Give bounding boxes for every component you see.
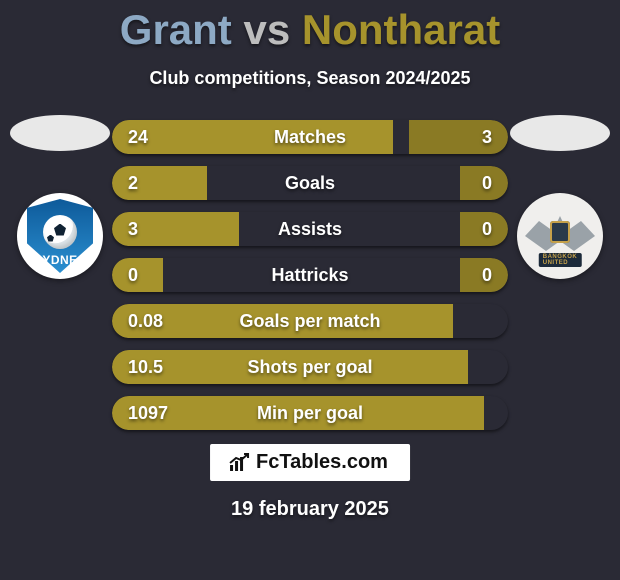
- stat-row: 243Matches: [112, 120, 508, 154]
- stat-label: Goals: [112, 166, 508, 200]
- stat-label: Goals per match: [112, 304, 508, 338]
- player2-club-badge: BANGKOK UNITED: [517, 193, 603, 279]
- stat-row: 30Assists: [112, 212, 508, 246]
- player2-column: BANGKOK UNITED: [510, 115, 610, 279]
- title-player2: Nontharat: [302, 6, 500, 53]
- title-vs: vs: [243, 6, 290, 53]
- sydney-fc-crest-icon: YDNE: [27, 199, 93, 273]
- stat-row: 0.08Goals per match: [112, 304, 508, 338]
- player1-club-badge: YDNE: [17, 193, 103, 279]
- stat-label: Matches: [112, 120, 508, 154]
- player1-column: YDNE: [10, 115, 110, 279]
- infographic-date: 19 february 2025: [0, 498, 620, 521]
- stat-label: Hattricks: [112, 258, 508, 292]
- subtitle: Club competitions, Season 2024/2025: [0, 68, 620, 89]
- stat-row: 10.5Shots per goal: [112, 350, 508, 384]
- stat-row: 20Goals: [112, 166, 508, 200]
- bangkok-united-crest-icon: BANGKOK UNITED: [525, 211, 595, 261]
- player2-photo-placeholder: [510, 115, 610, 151]
- page-title: Grant vs Nontharat: [0, 0, 620, 54]
- stat-row: 1097Min per goal: [112, 396, 508, 430]
- title-player1: Grant: [120, 6, 232, 53]
- brand-text: FcTables.com: [256, 451, 388, 474]
- sydney-fc-crest-text: YDNE: [27, 253, 93, 267]
- brand-badge: FcTables.com: [210, 444, 410, 481]
- stat-label: Min per goal: [112, 396, 508, 430]
- stat-label: Assists: [112, 212, 508, 246]
- player1-photo-placeholder: [10, 115, 110, 151]
- stat-row: 00Hattricks: [112, 258, 508, 292]
- stat-label: Shots per goal: [112, 350, 508, 384]
- brand-chart-icon: [228, 453, 250, 473]
- bangkok-united-crest-text: BANGKOK UNITED: [539, 253, 582, 267]
- stats-list: 243Matches 20Goals 30Assists 00Hattricks 0.0…: [112, 120, 508, 430]
